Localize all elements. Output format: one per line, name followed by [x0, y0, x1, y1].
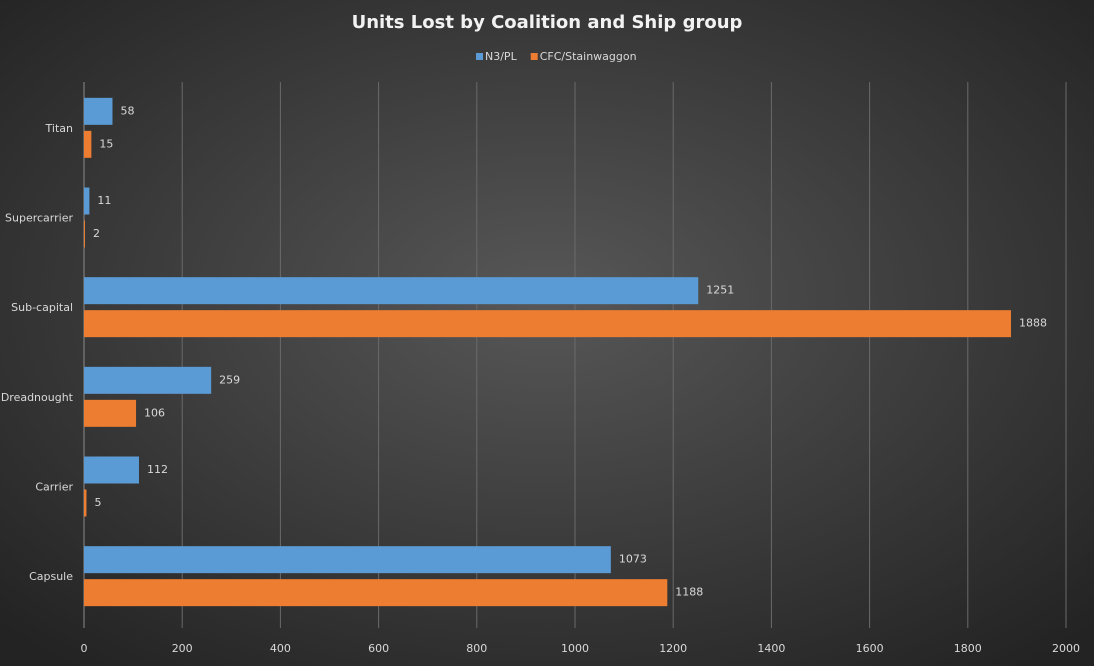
legend-label: CFC/Stainwaggon: [540, 50, 637, 63]
bar: [84, 97, 113, 125]
x-tick-label: 1600: [856, 642, 884, 655]
value-label: 1073: [619, 553, 647, 566]
value-label: 106: [144, 406, 165, 419]
value-label: 15: [99, 137, 113, 150]
x-tick-label: 1200: [659, 642, 687, 655]
x-tick-label: 1800: [954, 642, 982, 655]
x-tick-label: 600: [368, 642, 389, 655]
value-label: 1188: [675, 586, 703, 599]
bar: [84, 546, 611, 574]
y-tick-label: Sub-capital: [11, 301, 73, 314]
y-tick-label: Supercarrier: [5, 212, 73, 225]
legend: N3/PL CFC/Stainwaggon: [476, 50, 637, 63]
legend-swatch: [476, 53, 483, 60]
value-label: 259: [219, 373, 240, 386]
y-tick-label: Dreadnought: [1, 391, 74, 404]
value-label: 112: [147, 463, 168, 476]
x-tick-label: 1000: [561, 642, 589, 655]
x-tick-label: 800: [466, 642, 487, 655]
y-tick-label: Titan: [45, 122, 73, 135]
bar: [84, 366, 212, 394]
legend-label: N3/PL: [485, 50, 518, 63]
bar: [84, 579, 668, 607]
value-label: 1888: [1019, 317, 1047, 330]
value-label: 1251: [706, 284, 734, 297]
y-tick-label: Carrier: [35, 481, 73, 494]
bar: [84, 277, 699, 305]
value-label: 58: [120, 104, 134, 117]
x-tick-label: 200: [172, 642, 193, 655]
bar: [84, 130, 92, 158]
y-tick-label: Capsule: [29, 570, 73, 583]
bar: [84, 399, 137, 427]
x-tick-label: 1400: [757, 642, 785, 655]
bar: [84, 220, 85, 248]
value-label: 2: [93, 227, 100, 240]
bar: [84, 310, 1012, 338]
x-tick-label: 0: [81, 642, 88, 655]
value-label: 11: [97, 194, 111, 207]
x-tick-label: 400: [270, 642, 291, 655]
bar: [84, 187, 90, 215]
bar: [84, 489, 87, 517]
chart-title: Units Lost by Coalition and Ship group: [352, 12, 743, 33]
bar: [84, 456, 139, 484]
value-label: 5: [94, 496, 101, 509]
x-tick-label: 2000: [1052, 642, 1080, 655]
legend-swatch: [530, 53, 538, 60]
